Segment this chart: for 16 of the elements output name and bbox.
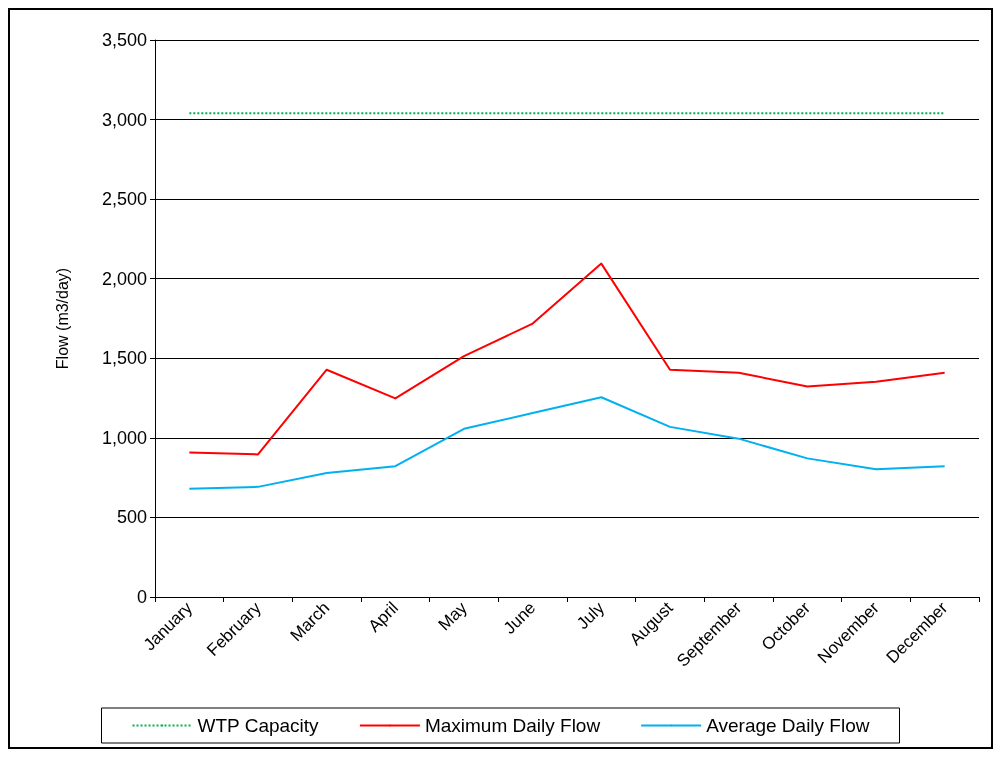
x-tick-label: May bbox=[434, 597, 472, 635]
legend-label: WTP Capacity bbox=[197, 715, 320, 736]
y-tick-label: 0 bbox=[136, 587, 147, 607]
y-tick-label: 500 bbox=[116, 507, 147, 528]
y-tick-label: 3,000 bbox=[101, 109, 147, 130]
y-tick-label: 1,500 bbox=[101, 348, 147, 369]
x-tick-label: July bbox=[573, 597, 609, 634]
legend-label: Average Daily Flow bbox=[706, 715, 870, 736]
y-tick-label: 1,000 bbox=[101, 427, 147, 448]
y-tick-label: 3,500 bbox=[101, 30, 147, 50]
y-tick-label: 2,000 bbox=[101, 268, 147, 289]
line-series bbox=[188, 262, 946, 456]
line-series bbox=[188, 396, 946, 490]
y-axis-title: Flow (m3/day) bbox=[53, 267, 71, 370]
y-tick-label: 2,500 bbox=[101, 189, 147, 210]
legend-label: Maximum Daily Flow bbox=[424, 715, 601, 736]
